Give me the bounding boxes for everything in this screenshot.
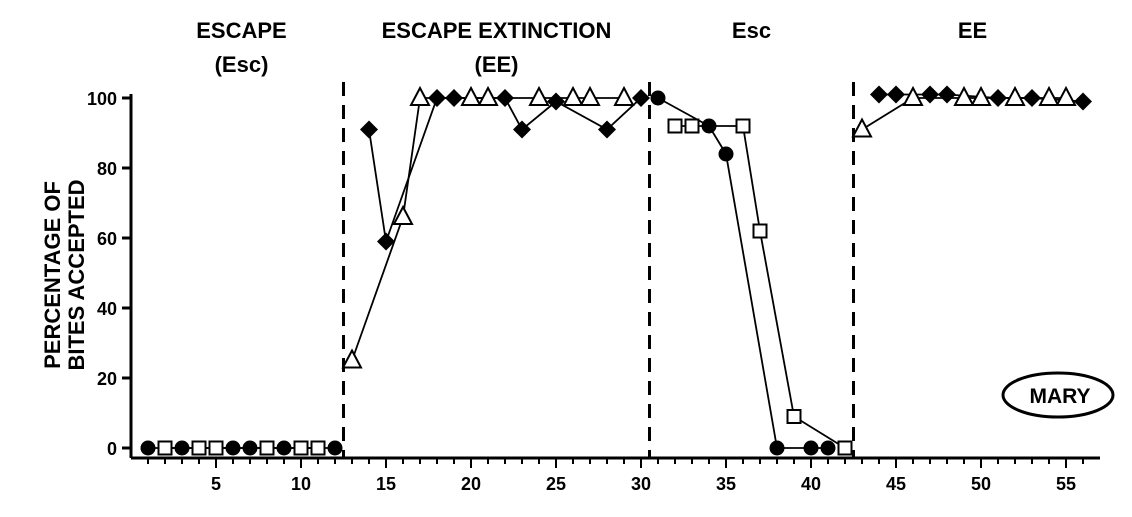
data-point-square (293, 440, 309, 456)
y-tick-label: 40 (97, 299, 117, 319)
data-point-triangle (970, 85, 992, 106)
phase-lines (342, 82, 855, 458)
data-point-triangle (528, 85, 550, 106)
phase-label: EE (958, 18, 987, 43)
data-point-square (684, 118, 700, 134)
x-tick-label: 25 (546, 474, 566, 494)
data-point-square (786, 409, 802, 424)
data-point-diamond (547, 92, 565, 111)
data-point-triangle (851, 117, 873, 138)
series-markers (140, 85, 1092, 456)
data-point-diamond (428, 89, 446, 107)
data-point-diamond (445, 89, 463, 107)
x-tick-label: 55 (1056, 474, 1076, 494)
data-point-circle (803, 440, 819, 456)
data-point-diamond (377, 232, 395, 251)
data-point-diamond (598, 120, 616, 139)
series-line-triangle (351, 97, 624, 361)
data-point-triangle (477, 85, 499, 106)
participant-name: MARY (1029, 385, 1090, 408)
y-axis-label-line-1: PERCENTAGE OF (40, 181, 65, 369)
data-point-circle (140, 440, 156, 456)
phase-label: ESCAPE EXTINCTION (382, 18, 612, 43)
data-point-diamond (938, 85, 956, 104)
series-lines (148, 93, 1084, 449)
y-tick-label: 80 (97, 159, 117, 179)
data-point-triangle (562, 85, 584, 106)
x-tick-label: 30 (631, 474, 651, 494)
data-point-circle (820, 440, 836, 456)
data-point-circle (276, 440, 292, 456)
data-point-diamond (1074, 92, 1092, 111)
axes: 0 20 40 60 80 100 5 10 15 20 25 30 35 40 45 50 55 (87, 89, 1100, 494)
data-point-circle (225, 440, 241, 456)
data-point-circle (174, 440, 190, 456)
phase-label: (Esc) (215, 52, 269, 77)
x-tick-label: 50 (971, 474, 991, 494)
participant-ellipse (1001, 371, 1115, 419)
data-point-triangle (341, 348, 363, 369)
y-axis-title: PERCENTAGE OF BITES ACCEPTED (40, 179, 89, 370)
data-point-square (157, 440, 173, 456)
data-point-triangle (460, 85, 482, 106)
y-tick-label: 60 (97, 229, 117, 249)
data-point-square (259, 440, 275, 456)
data-point-square (191, 440, 207, 456)
series-line-circle (657, 97, 828, 449)
data-point-diamond (496, 89, 514, 107)
x-tick-label: 10 (291, 474, 311, 494)
data-point-triangle (409, 85, 431, 106)
y-tick-label: 0 (107, 439, 117, 459)
y-tick-label: 20 (97, 369, 117, 389)
data-point-triangle (579, 85, 601, 106)
data-point-diamond (921, 85, 939, 104)
x-tick-label: 5 (211, 474, 221, 494)
data-point-square (208, 440, 224, 456)
y-axis-label-line-2: BITES ACCEPTED (64, 179, 89, 370)
data-point-diamond (870, 85, 888, 104)
data-point-diamond (513, 120, 531, 139)
data-point-square (735, 118, 751, 134)
data-point-triangle (1038, 85, 1060, 106)
x-tick-label: 15 (376, 474, 396, 494)
x-tick-label: 45 (886, 474, 906, 494)
x-tick-label: 20 (461, 474, 481, 494)
data-point-square (310, 440, 326, 456)
y-tick-label: 100 (87, 89, 117, 109)
phase-label: (EE) (475, 52, 519, 77)
phase-label: ESCAPE (196, 18, 286, 43)
data-point-diamond (887, 85, 905, 104)
data-point-triangle (613, 85, 635, 106)
data-point-circle (769, 440, 785, 456)
data-point-diamond (989, 89, 1007, 107)
data-point-triangle (953, 85, 975, 106)
data-point-circle (242, 440, 258, 456)
data-point-diamond (360, 120, 378, 139)
data-point-square (752, 223, 768, 239)
data-point-triangle (392, 204, 414, 225)
phase-label: Esc (732, 18, 771, 43)
data-point-triangle (902, 85, 924, 106)
data-point-circle (650, 90, 666, 106)
data-point-square (837, 440, 853, 456)
data-point-circle (701, 118, 717, 134)
participant-annotation: MARY (1001, 371, 1115, 419)
x-tick-label: 35 (716, 474, 736, 494)
data-point-triangle (1004, 85, 1026, 106)
x-tick-label: 40 (801, 474, 821, 494)
phase-labels: ESCAPE (Esc) ESCAPE EXTINCTION (EE) Esc EE (196, 18, 987, 77)
data-point-diamond (632, 89, 650, 107)
series-line-square (675, 125, 846, 449)
data-point-square (667, 118, 683, 134)
data-point-diamond (1023, 89, 1041, 107)
data-point-circle (718, 146, 734, 162)
data-point-triangle (1055, 85, 1077, 106)
data-point-circle (327, 440, 343, 456)
